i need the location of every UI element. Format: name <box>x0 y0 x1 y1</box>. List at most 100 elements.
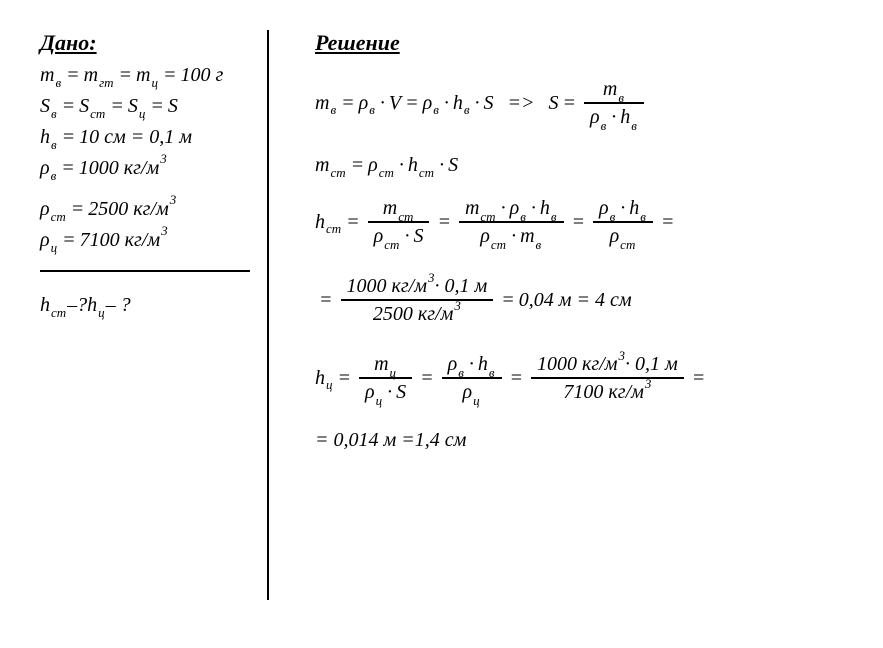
arrow: => <box>508 92 535 115</box>
sub: ст <box>90 106 105 122</box>
value: 0,04 м = 4 см <box>519 289 632 312</box>
eq-1: mв = ρв · V = ρв · hв · S => S = mв ρв·h… <box>315 76 843 130</box>
s: ст <box>384 237 399 252</box>
t: 0,1 м <box>630 353 678 375</box>
text: m <box>136 64 150 87</box>
s: ц <box>376 393 383 408</box>
eq: = <box>572 211 586 234</box>
vertical-divider <box>267 30 269 600</box>
sub: в <box>51 168 57 184</box>
eq-3: hст = mст ρст·S = mст·ρв·hв ρст·mв = ρв·… <box>315 195 843 249</box>
text: S <box>549 92 559 115</box>
text: ρ <box>40 229 50 252</box>
eq-4: = 1000 кг/м3· 0,1 м 2500 кг/м3 = 0,04 м … <box>315 273 843 327</box>
s: ц <box>390 365 397 380</box>
text: m <box>84 64 98 87</box>
sup: 3 <box>161 223 168 239</box>
sub: в <box>433 102 439 118</box>
eq-5: hц = mц ρц·S = ρв·hв ρц = 1000 кг/м3· 0,… <box>315 351 843 405</box>
value: 1000 кг/м <box>79 157 159 180</box>
sub: ст <box>51 305 66 321</box>
text: h <box>40 126 50 149</box>
frac-hst-3: ρв·hв ρст <box>593 195 653 249</box>
t: m <box>374 353 388 375</box>
t: h <box>540 197 550 219</box>
eq: = <box>338 367 352 390</box>
s: ст <box>480 209 495 224</box>
s: ст <box>491 237 506 252</box>
text: m <box>40 64 54 87</box>
t: ρ <box>510 197 520 219</box>
solution-title: Решение <box>315 30 843 56</box>
frac-hst-1: mст ρст·S <box>368 195 430 249</box>
text: ρ <box>359 92 369 115</box>
d: · <box>531 197 536 219</box>
eq: = <box>510 367 524 390</box>
eq-2: mст = ρст · hст · S <box>315 154 843 177</box>
sub: ц <box>51 240 58 256</box>
s: в <box>536 237 542 252</box>
sub: ст <box>419 165 434 181</box>
text: ρ <box>423 92 433 115</box>
s: ст <box>398 209 413 224</box>
given-hr <box>40 270 250 272</box>
text: S <box>79 95 89 118</box>
d: · <box>501 197 506 219</box>
given-section: Дано: mв = mгт = mц = 100 г Sв = Sст = S… <box>40 30 260 618</box>
d: · <box>387 381 392 403</box>
text: S <box>128 95 138 118</box>
rho-v-line: ρв = 1000 кг/м3 <box>40 157 250 180</box>
s: 3 <box>454 298 461 313</box>
frac-hc-1: mц ρц·S <box>359 351 412 405</box>
t: 0,1 м <box>439 275 487 297</box>
eq-6: = 0,014 м =1,4 см <box>315 429 843 452</box>
find-line: hст –? hц – ? <box>40 294 250 317</box>
eq: = <box>341 92 355 115</box>
frac-S: mв ρв·hв <box>584 76 644 130</box>
s: в <box>489 365 495 380</box>
sub: в <box>369 102 375 118</box>
text: S <box>40 95 50 118</box>
value: 100 г <box>180 64 223 87</box>
frac-calc1: 1000 кг/м3· 0,1 м 2500 кг/м3 <box>341 273 494 327</box>
dot: · <box>380 92 385 115</box>
d: · <box>469 353 474 375</box>
t: m <box>603 78 617 100</box>
t: 1000 кг/м <box>347 275 427 297</box>
text: ρ <box>40 198 50 221</box>
frac-hst-2: mст·ρв·hв ρст·mв <box>459 195 564 249</box>
mass-line: mв = mгт = mц = 100 г <box>40 64 250 87</box>
sup: 3 <box>170 192 177 208</box>
t: ρ <box>590 106 600 128</box>
s: ст <box>620 237 635 252</box>
d: · <box>620 197 625 219</box>
text: –? <box>67 294 87 317</box>
value: S <box>168 95 178 118</box>
eq: = <box>563 92 577 115</box>
s: 3 <box>645 376 652 391</box>
sub: в <box>55 75 61 91</box>
dot: · <box>399 154 404 177</box>
text: h <box>315 211 325 234</box>
s: в <box>618 90 624 105</box>
s: в <box>640 209 646 224</box>
eq: = <box>661 211 675 234</box>
s: 3 <box>428 270 435 285</box>
s: в <box>610 209 616 224</box>
text: h <box>40 294 50 317</box>
dot: · <box>444 92 449 115</box>
s: в <box>551 209 557 224</box>
sub: в <box>464 102 470 118</box>
sub: ст <box>379 165 394 181</box>
eq: = <box>319 289 333 312</box>
s: в <box>458 365 464 380</box>
value: 2500 кг/м <box>88 198 168 221</box>
s: в <box>601 118 607 133</box>
text: h <box>87 294 97 317</box>
text: ρ <box>40 157 50 180</box>
s: ц <box>473 393 480 408</box>
sub: в <box>51 137 57 153</box>
sup: 3 <box>160 151 167 167</box>
text: m <box>315 92 329 115</box>
text: m <box>315 154 329 177</box>
